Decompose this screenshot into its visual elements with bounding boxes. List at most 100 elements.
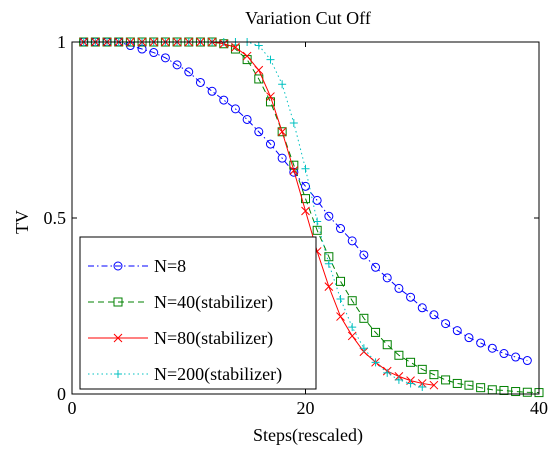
chart-title: Variation Cut Off [245,8,371,28]
data-point [277,127,287,137]
data-point [230,104,240,114]
data-point [522,356,532,366]
data-point [347,331,357,341]
data-point [242,114,252,124]
data-point [219,95,229,105]
data-point [172,60,182,70]
data-point [406,292,416,302]
data-point [417,303,427,313]
data-point [394,283,404,293]
data-point [347,236,357,246]
data-point [289,167,299,177]
data-point [324,259,333,268]
data-point [511,387,521,397]
data-point [254,127,264,137]
data-point [359,313,369,323]
data-point [266,92,275,101]
legend-item: N=200(stabilizer) [88,364,282,385]
data-point [499,349,509,359]
data-point [160,53,170,63]
plot-frame [71,41,540,395]
data-point [277,127,287,137]
data-point [289,118,298,127]
data-point [476,383,486,393]
x-tick-label: 20 [297,398,315,418]
data-point [452,326,462,336]
y-tick-label: 0 [57,384,66,404]
data-point [266,55,275,64]
data-point [336,276,346,286]
data-point [231,42,240,52]
data-point [359,250,369,260]
data-point [464,333,474,343]
data-point [312,225,322,235]
legend-item: N=8 [88,256,186,276]
data-point [336,224,346,234]
data-point [418,382,427,391]
data-point [382,340,392,350]
data-point [371,327,381,337]
data-point [406,357,416,367]
legend-marker [114,370,122,378]
data-point [301,206,310,216]
legend-marker [113,333,123,343]
y-tick-label: 0.5 [44,208,67,228]
data-point [417,364,427,374]
legend-item: N=40(stabilizer) [88,292,273,313]
data-point [149,48,159,58]
data-point [429,380,439,390]
data-point [511,352,521,362]
data-point [242,51,252,61]
data-point [312,195,322,205]
data-point [313,217,322,226]
legend: N=8 N=40(stabilizer) N=80(stabilizer) N=200… [79,236,317,390]
data-point [254,65,264,75]
data-point [348,323,357,332]
data-point [301,181,310,191]
data-point [254,41,263,50]
legend-label: N=200(stabilizer) [154,364,282,385]
data-point [195,77,205,87]
legend-label: N=8 [154,256,186,276]
data-point [429,310,439,320]
data-point [207,86,217,96]
data-point [382,273,392,283]
data-point [394,350,404,360]
data-point [441,319,451,329]
legend-marker [113,261,123,271]
y-tick-label: 1 [57,32,66,52]
x-tick-label: 40 [530,398,548,418]
data-point [441,375,451,385]
data-point [278,80,287,89]
data-point [336,294,345,303]
series-line [83,41,528,362]
data-point [324,211,334,221]
x-axis-label: Steps(rescaled) [253,425,363,445]
data-point [476,338,486,348]
data-point [487,343,497,353]
data-point [464,380,474,390]
data-point [324,282,334,291]
data-point [371,262,381,272]
legend-label: N=40(stabilizer) [154,292,273,313]
data-point [359,344,368,353]
legend-label: N=80(stabilizer) [154,328,273,349]
data-point [277,153,287,163]
data-point [452,378,462,388]
data-point [336,312,345,321]
data-point [429,370,439,380]
x-tick-label: 0 [68,398,77,418]
data-point [406,379,415,388]
legend-marker [113,297,123,307]
data-point [383,368,392,377]
axis-ticks: 0 20 40 0 0.5 1 [44,32,549,418]
data-point [347,296,357,306]
y-axis-label: TV [12,210,32,234]
data-point [301,164,310,173]
data-point [265,139,275,149]
data-point [289,166,299,175]
data-point [184,67,194,77]
data-point [522,387,532,397]
